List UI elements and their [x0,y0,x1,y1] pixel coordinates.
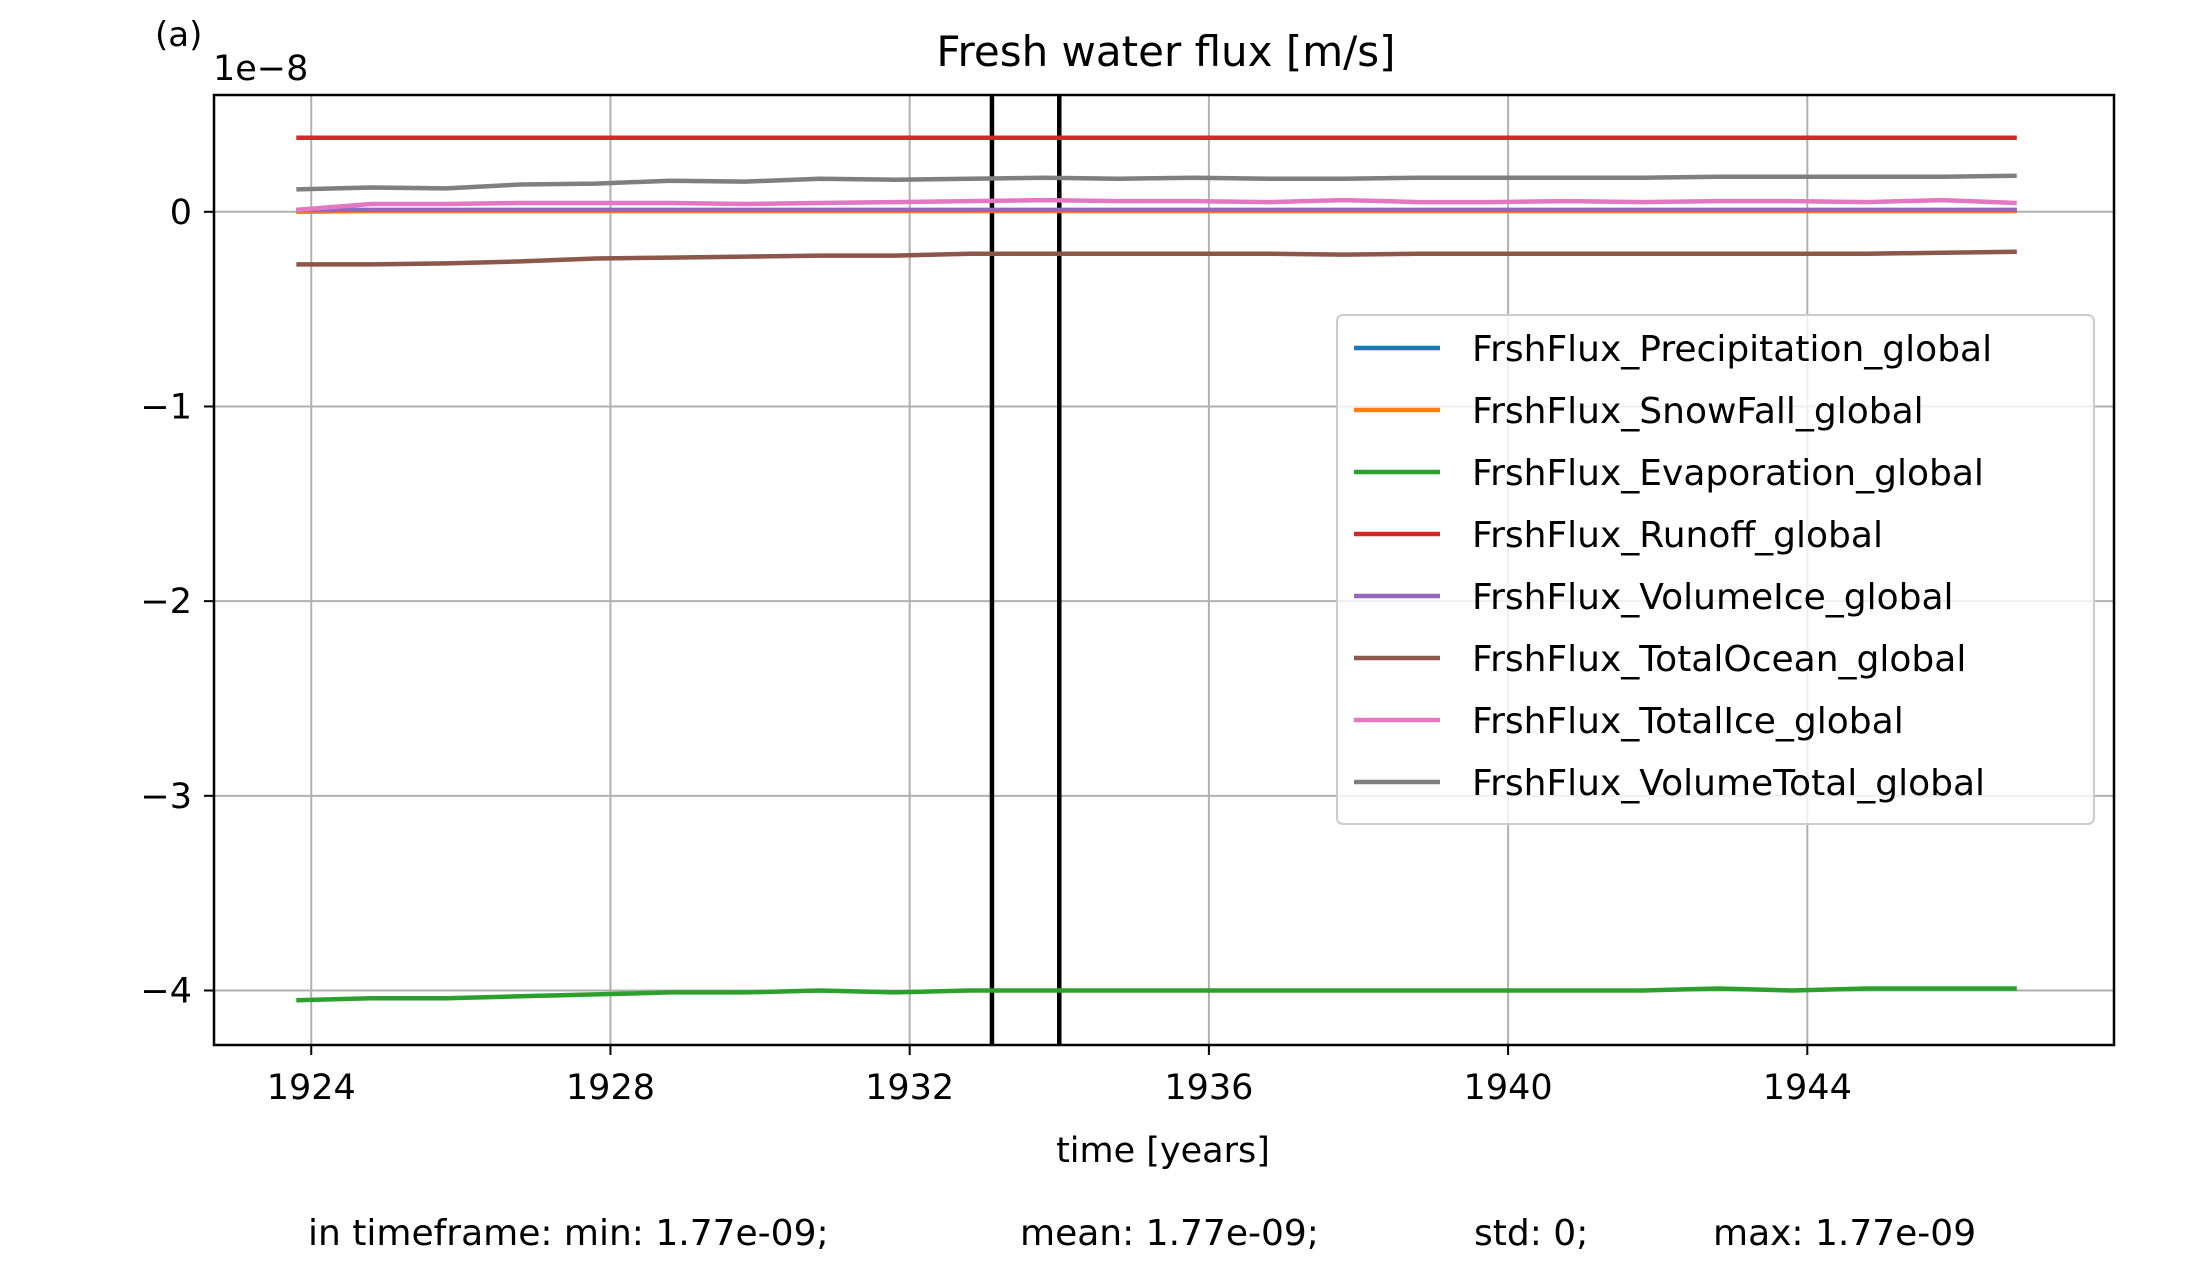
legend-label: FrshFlux_VolumeTotal_global [1472,763,1985,804]
y-axis-ticks: 0 −1 −2 −3 −4 [140,193,214,1011]
y-tick-label: −2 [140,582,192,622]
panel-label: (a) [155,15,202,55]
stats-min: in timeframe: min: 1.77e-09; [308,1213,829,1254]
legend-label: FrshFlux_VolumeIce_global [1472,577,1954,618]
legend-box [1336,314,2095,825]
x-axis-label: time [years] [1056,1131,1270,1171]
legend-label: FrshFlux_Runoff_global [1472,515,1883,556]
legend-entries: FrshFlux_Precipitation_global FrshFlux_Sn… [1354,329,1992,804]
x-tick-label: 1944 [1763,1068,1852,1108]
plot-frame [212,93,2116,1047]
series-line [296,249,2017,267]
y-offset-text: 1e−8 [213,49,308,89]
y-tick-label: −3 [140,777,192,817]
x-tick-label: 1936 [1164,1068,1253,1108]
legend-label: FrshFlux_Precipitation_global [1472,329,1992,370]
stats-std: std: 0; [1474,1213,1588,1254]
chart-title: Fresh water flux [m/s] [936,27,1395,76]
series-line [296,173,2017,192]
stats-footer: in timeframe: min: 1.77e-09; mean: 1.77e… [308,1213,1976,1254]
x-tick-label: 1928 [566,1068,655,1108]
x-axis-ticks: 1924 1928 1932 1936 1940 1944 [267,1045,1852,1108]
x-tick-label: 1940 [1464,1068,1553,1108]
series-lines [296,135,2017,1003]
legend-label: FrshFlux_TotalOcean_global [1472,639,1966,680]
x-tick-label: 1932 [865,1068,954,1108]
x-tick-label: 1924 [267,1068,356,1108]
y-tick-label: −4 [140,971,192,1011]
series-line [296,986,2017,1003]
y-tick-label: 0 [170,193,192,233]
legend-label: FrshFlux_TotalIce_global [1472,701,1904,742]
stats-max: max: 1.77e-09 [1713,1213,1976,1254]
legend-label: FrshFlux_Evaporation_global [1472,453,1984,494]
legend-label: FrshFlux_SnowFall_global [1472,391,1924,432]
series-line [296,197,2017,213]
legend: FrshFlux_Precipitation_global FrshFlux_Sn… [1336,314,2095,825]
stats-mean: mean: 1.77e-09; [1020,1213,1319,1254]
y-tick-label: −1 [140,387,192,427]
